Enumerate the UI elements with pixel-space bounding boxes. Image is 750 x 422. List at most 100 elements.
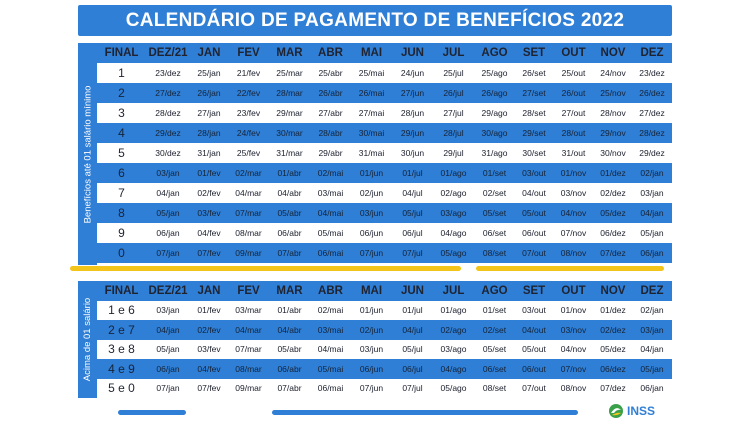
payment-date-cell: 28/jul	[443, 128, 464, 138]
payment-date-cell: 25/mar	[276, 68, 303, 78]
payment-date-cell: 25/fev	[236, 148, 261, 158]
payment-date-cell: 23/dez	[155, 68, 181, 78]
logo-text: INSS	[627, 404, 656, 418]
final-digit-cell: 5	[118, 146, 125, 160]
column-header: MAR	[276, 47, 303, 59]
payment-date-cell: 06/out	[522, 228, 546, 238]
payment-date-cell: 03/fev	[197, 344, 221, 355]
payment-date-cell: 02/jun	[359, 188, 384, 198]
payment-date-cell: 01/set	[482, 168, 507, 178]
payment-date-cell: 04/out	[522, 188, 546, 198]
payment-date-cell: 07/nov	[560, 228, 587, 238]
payment-date-cell: 01/abr	[277, 168, 302, 178]
payment-date-cell: 25/jul	[443, 68, 464, 78]
payment-date-cell: 05/ago	[440, 383, 467, 394]
column-header: DEZ	[640, 284, 664, 297]
payment-date-cell: 08/mar	[235, 228, 262, 238]
payment-date-cell: 30/jun	[400, 148, 425, 158]
payment-date-cell: 08/nov	[560, 383, 587, 394]
payment-date-cell: 06/dez	[600, 363, 626, 374]
payment-date-cell: 05/set	[482, 208, 507, 218]
payment-date-cell: 07/jul	[402, 248, 423, 258]
payment-date-cell: 07/jul	[402, 383, 423, 394]
payment-date-cell: 03/out	[522, 305, 546, 316]
payment-date-cell: 07/jun	[359, 248, 384, 258]
payment-date-cell: 02/mai	[317, 305, 344, 316]
payment-date-cell: 05/dez	[600, 344, 626, 355]
final-digit-cell: 1	[118, 66, 125, 80]
payment-date-cell: 25/ago	[481, 68, 508, 78]
final-digit-cell: 1 e 6	[108, 303, 135, 318]
final-digit-cell: 3 e 8	[108, 342, 135, 357]
payment-date-cell: 05/jan	[156, 208, 180, 218]
side-label-minimum-wage: Benefícios até 01 salário mínimo	[82, 85, 94, 223]
payment-date-cell: 07/jun	[359, 383, 384, 394]
payment-date-cell: 05/jan	[640, 228, 664, 238]
payment-date-cell: 02/jun	[359, 324, 384, 335]
payment-date-cell: 03/jan	[156, 305, 180, 316]
payment-date-cell: 03/mai	[317, 188, 344, 198]
payment-date-cell: 03/nov	[560, 188, 587, 198]
payment-date-cell: 01/ago	[440, 305, 467, 316]
column-header: ABR	[318, 284, 343, 297]
payment-date-cell: 08/set	[482, 248, 507, 258]
payment-date-cell: 01/jun	[359, 168, 384, 178]
payment-date-cell: 03/jan	[640, 188, 664, 198]
payment-table-above-minimum-wage: FINAL DEZ/21 JAN FEV MAR ABR MAI JUN JUL AGO SET OU…	[97, 281, 672, 398]
payment-date-cell: 08/mar	[235, 363, 262, 374]
payment-date-cell: 01/fev	[197, 168, 221, 178]
payment-date-cell: 05/mai	[317, 228, 344, 238]
column-header: MAI	[360, 284, 383, 297]
column-header: JUL	[442, 284, 465, 297]
final-digit-cell: 8	[118, 206, 125, 220]
column-header: DEZ	[640, 47, 664, 59]
payment-date-cell: 29/ago	[481, 108, 508, 118]
payment-date-cell: 05/abr	[277, 344, 302, 355]
payment-date-cell: 01/jun	[359, 305, 384, 316]
table-row: 7 04/jan 02/fev 04/mar 04/abr 03/mai 02/jun 04/…	[97, 183, 672, 203]
payment-date-cell: 05/ago	[440, 248, 467, 258]
table-row: 0 07/jan 07/fev 09/mar 07/abr 06/mai 07/jun 07/…	[97, 243, 672, 263]
payment-date-cell: 03/mai	[317, 324, 344, 335]
payment-date-cell: 07/mar	[235, 208, 262, 218]
section-above-minimum-wage: Acima de 01 salário FINAL DEZ/21 JAN FEV MAR…	[78, 281, 672, 398]
payment-date-cell: 07/abr	[277, 248, 302, 258]
column-header: FEV	[237, 47, 260, 59]
payment-date-cell: 25/out	[561, 68, 586, 78]
column-header: JAN	[197, 284, 221, 297]
payment-date-cell: 30/dez	[155, 148, 181, 158]
inss-logo: INSS	[608, 403, 655, 419]
payment-date-cell: 07/fev	[197, 248, 221, 258]
payment-date-cell: 02/jan	[640, 305, 664, 316]
payment-date-cell: 27/mai	[358, 108, 385, 118]
payment-date-cell: 08/nov	[560, 248, 587, 258]
payment-date-cell: 07/out	[522, 248, 546, 258]
column-header: MAR	[276, 284, 303, 297]
table-row: 3 e 8 05/jan 03/fev 07/mar 05/abr 04/mai 03/ju…	[97, 339, 672, 359]
column-header: FEV	[237, 284, 260, 297]
payment-date-cell: 02/mar	[235, 168, 262, 178]
footer-bar-blue-right	[272, 410, 578, 415]
payment-date-cell: 01/abr	[277, 305, 302, 316]
payment-date-cell: 26/ago	[481, 88, 508, 98]
payment-date-cell: 28/dez	[155, 108, 181, 118]
payment-date-cell: 02/set	[482, 188, 507, 198]
payment-date-cell: 23/fev	[236, 108, 261, 118]
column-header: ABR	[318, 47, 343, 59]
payment-date-cell: 02/jan	[640, 168, 664, 178]
column-header: SET	[522, 47, 546, 59]
payment-date-cell: 08/set	[482, 383, 507, 394]
table-row: 1 23/dez 25/jan 21/fev 25/mar 25/abr 25/mai 24/…	[97, 63, 672, 83]
payment-date-cell: 28/abr	[318, 128, 343, 138]
payment-date-cell: 03/mar	[235, 305, 262, 316]
payment-date-cell: 01/ago	[440, 168, 467, 178]
payment-date-cell: 31/ago	[481, 148, 508, 158]
payment-date-cell: 30/nov	[600, 148, 626, 158]
payment-date-cell: 24/fev	[236, 128, 261, 138]
payment-date-cell: 04/mai	[317, 344, 344, 355]
payment-date-cell: 06/mai	[317, 248, 344, 258]
table-row: 3 28/dez 27/jan 23/fev 29/mar 27/abr 27/mai 28/…	[97, 103, 672, 123]
payment-date-cell: 04/jul	[402, 188, 423, 198]
payment-date-cell: 29/nov	[600, 128, 626, 138]
payment-date-cell: 04/fev	[197, 363, 221, 374]
